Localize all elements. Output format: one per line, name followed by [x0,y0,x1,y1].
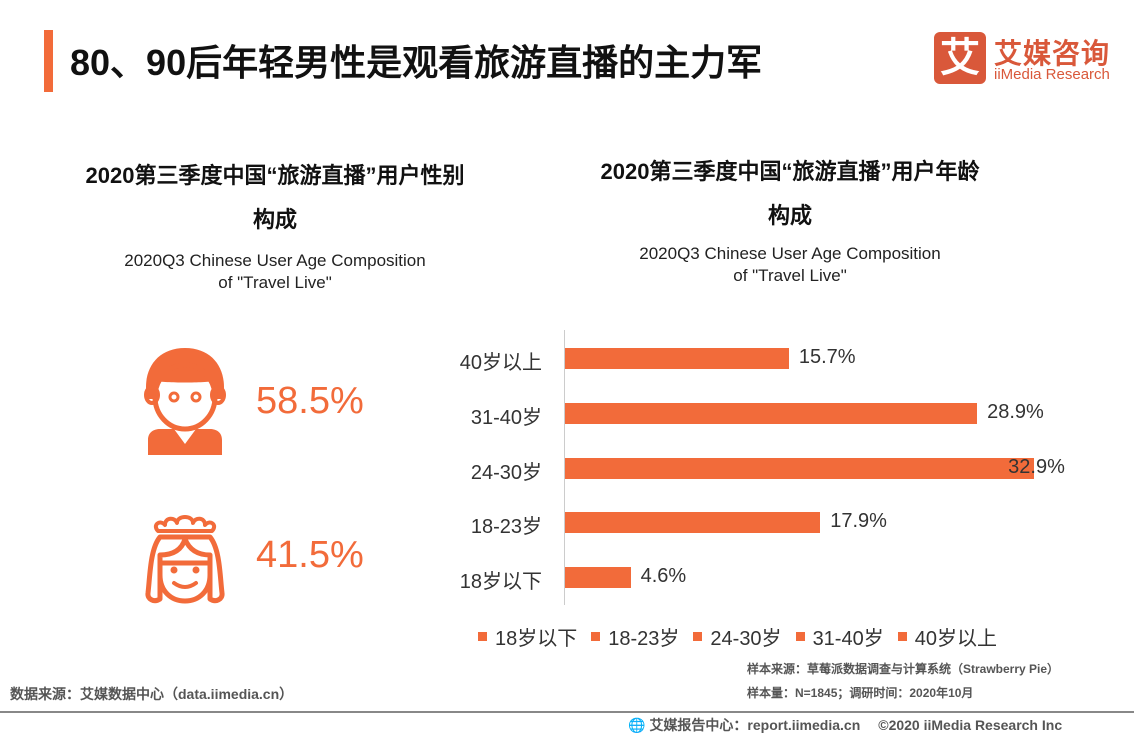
legend-item: 18岁以下 [478,622,577,651]
y-axis-line [564,330,565,605]
gender-subtitle: 2020Q3 Chinese User Age Composition of "… [30,250,520,294]
sample-size: 样本量：N=1845；调研时间：2020年10月 [747,686,974,700]
gender-subtitle-line1: 2020Q3 Chinese User Age Composition [124,251,426,270]
legend-item: 31-40岁 [795,622,884,651]
boy-icon [144,348,226,455]
logo-icon: 艾 [934,32,986,84]
legend: 18岁以下 18-23岁 24-30岁 31-40岁 40岁以上 [478,622,997,651]
report-link[interactable]: 艾媒报告中心：report.iimedia.cn [649,717,861,733]
legend-item: 24-30岁 [693,622,782,651]
legend-item: 40岁以上 [897,622,997,651]
bar [565,458,1035,479]
bar [565,512,821,533]
logo-en: iiMedia Research [994,66,1110,83]
footer-divider [0,711,1134,713]
globe-icon: 🌐 [628,716,646,733]
title-accent-bar [44,30,53,92]
data-label: 32.9% [1008,456,1065,478]
age-subtitle: 2020Q3 Chinese User Age Composition of "… [545,243,1035,287]
bar [565,567,631,588]
legend-swatch [591,632,601,641]
age-subtitle-line1: 2020Q3 Chinese User Age Composition [639,244,941,263]
age-subtitle-line2: of "Travel Live" [733,266,847,285]
data-label: 4.6% [640,565,687,587]
legend-label: 40岁以上 [914,628,997,650]
y-tick-label: 31-40岁 [470,407,542,429]
data-label: 28.9% [987,401,1044,423]
legend-label: 18岁以下 [495,628,578,650]
y-tick-label: 18-23岁 [470,516,542,538]
legend-label: 18-23岁 [608,628,680,650]
age-title-line1: 2020第三季度中国“旅游直播”用户年龄 [600,159,980,184]
logo: 艾 艾媒咨询 iiMedia Research [934,32,1114,86]
princess-icon [145,515,225,604]
age-chart-title: 2020第三季度中国“旅游直播”用户年龄 构成 [545,150,1035,238]
bar [565,348,789,369]
female-percentage: 41.5% [256,534,364,576]
data-source: 数据来源：艾媒数据中心（data.iimedia.cn） [10,686,294,702]
sample-source: 样本来源：草莓派数据调查与计算系统（Strawberry Pie） [747,662,1060,676]
y-tick-label: 24-30岁 [470,462,542,484]
page-title: 80、90后年轻男性是观看旅游直播的主力军 [70,42,763,83]
y-tick-label: 40岁以上 [459,352,542,374]
legend-item: 18-23岁 [591,622,679,651]
data-label: 17.9% [830,510,887,532]
legend-swatch [693,632,703,641]
gender-title-line1: 2020第三季度中国“旅游直播”用户性别 [85,163,465,188]
legend-label: 24-30岁 [710,628,782,650]
legend-swatch [795,632,805,641]
gender-subtitle-line2: of "Travel Live" [218,273,332,292]
legend-swatch [478,632,487,641]
y-tick-label: 18岁以下 [459,571,542,593]
male-percentage: 58.5% [256,380,364,422]
bar [565,403,978,424]
legend-label: 31-40岁 [812,628,884,650]
footer-bar: 🌐 艾媒报告中心：report.iimedia.cn ©2020 iiMedia… [628,715,1062,735]
gender-panel-title: 2020第三季度中国“旅游直播”用户性别 构成 [30,154,520,242]
age-title-line2: 构成 [767,203,812,228]
data-label: 15.7% [798,346,856,368]
legend-swatch [897,632,907,641]
logo-cn: 艾媒咨询 [994,38,1111,69]
copyright: ©2020 iiMedia Research Inc [878,717,1063,733]
gender-title-line2: 构成 [252,207,297,232]
